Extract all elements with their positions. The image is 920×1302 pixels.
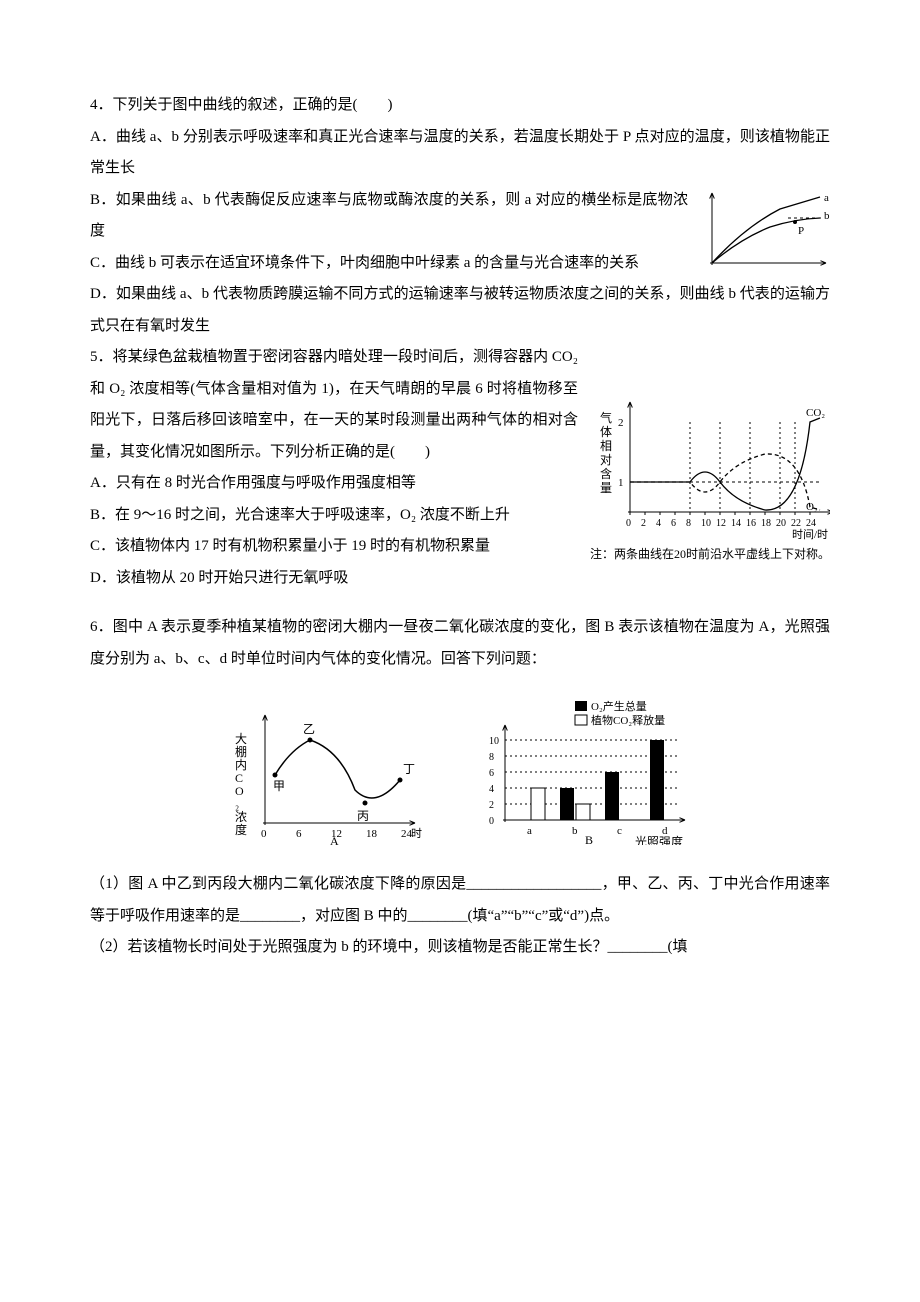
svg-text:P: P xyxy=(798,225,804,237)
svg-text:2: 2 xyxy=(618,417,624,429)
q6-figA: 大棚内CO₂浓度06121824时A甲乙丙丁 xyxy=(225,695,425,845)
svg-text:浓: 浓 xyxy=(235,810,247,824)
svg-text:6: 6 xyxy=(489,768,494,779)
svg-text:度: 度 xyxy=(235,822,247,837)
svg-text:14: 14 xyxy=(731,518,741,529)
svg-text:8: 8 xyxy=(489,752,494,763)
svg-text:含: 含 xyxy=(600,466,612,481)
svg-text:丙: 丙 xyxy=(357,809,369,823)
q4-stem: 4．下列关于图中曲线的叙述，正确的是( ) xyxy=(90,90,830,122)
svg-text:12: 12 xyxy=(716,518,726,529)
svg-text:对: 对 xyxy=(600,453,612,467)
svg-text:时: 时 xyxy=(411,827,422,840)
svg-text:b: b xyxy=(824,210,830,222)
q4-optA: A．曲线 a、b 分别表示呼吸速率和真正光合速率与温度的关系，若温度长期处于 P… xyxy=(90,129,830,177)
q6-part1: （1）图 A 中乙到丙段大棚内二氧化碳浓度下降的原因是_____________… xyxy=(90,869,830,932)
svg-text:乙: 乙 xyxy=(303,722,315,736)
svg-text:20: 20 xyxy=(776,518,786,529)
q4-optD: D．如果曲线 a、b 代表物质跨膜运输不同方式的运输速率与被转运物质浓度之间的关… xyxy=(90,279,830,342)
svg-text:18: 18 xyxy=(761,518,771,529)
svg-text:量: 量 xyxy=(600,481,612,495)
svg-text:棚: 棚 xyxy=(235,744,247,759)
svg-text:0: 0 xyxy=(626,518,631,529)
svg-text:24: 24 xyxy=(806,518,816,529)
svg-text:10: 10 xyxy=(489,736,499,747)
svg-text:22: 22 xyxy=(791,518,801,529)
q6-stem: 6．图中 A 表示夏季种植某植物的密闭大棚内一昼夜二氧化碳浓度的变化，图 B 表… xyxy=(90,612,830,675)
svg-text:0: 0 xyxy=(489,816,494,827)
svg-text:大: 大 xyxy=(235,732,247,746)
svg-text:B: B xyxy=(585,833,593,845)
q5-figure: 气体相对含量12024681012141618202224时间/时CO₂O₂ 注… xyxy=(590,382,830,567)
svg-text:c: c xyxy=(617,825,622,837)
svg-text:光照强度: 光照强度 xyxy=(635,834,683,845)
svg-text:C: C xyxy=(235,771,243,785)
svg-text:O₂产生总量: O₂产生总量 xyxy=(591,699,647,713)
svg-text:2: 2 xyxy=(641,518,646,529)
svg-text:气: 气 xyxy=(600,410,612,425)
svg-text:时间/时: 时间/时 xyxy=(792,528,828,541)
svg-text:4: 4 xyxy=(656,518,661,529)
q4-figure: ab P xyxy=(700,189,830,275)
svg-text:O: O xyxy=(235,784,244,798)
svg-text:甲: 甲 xyxy=(273,779,285,793)
svg-text:4: 4 xyxy=(489,784,494,795)
q6-part2: （2）若该植物长时间处于光照强度为 b 的环境中，则该植物是否能正常生长？___… xyxy=(90,932,830,964)
svg-text:6: 6 xyxy=(296,828,302,840)
svg-text:相: 相 xyxy=(600,439,612,453)
svg-text:b: b xyxy=(572,825,578,837)
svg-text:1: 1 xyxy=(618,477,624,489)
svg-text:丁: 丁 xyxy=(403,762,415,776)
q6-figures: 大棚内CO₂浓度06121824时A甲乙丙丁 O₂产生总量植物CO₂释放量024… xyxy=(90,695,830,845)
q5-figure-note: 注：两条曲线在20时前沿水平虚线上下对称。 xyxy=(590,542,830,567)
svg-text:18: 18 xyxy=(366,828,378,840)
q4-optA-line1: A．曲线 a、b 分别表示呼吸速率和真正光合速率与温度的关系，若温度长期处于 P… xyxy=(90,122,830,185)
svg-text:16: 16 xyxy=(746,518,756,529)
svg-text:植物CO₂释放量: 植物CO₂释放量 xyxy=(591,713,665,727)
svg-text:0: 0 xyxy=(261,828,267,840)
svg-text:a: a xyxy=(527,825,532,837)
q6-figB: O₂产生总量植物CO₂释放量0246810abcd光照强度B xyxy=(465,695,695,845)
svg-text:O₂: O₂ xyxy=(806,501,818,513)
svg-text:10: 10 xyxy=(701,518,711,529)
svg-text:₂: ₂ xyxy=(235,797,239,811)
svg-text:2: 2 xyxy=(489,800,494,811)
svg-text:A: A xyxy=(330,834,339,845)
svg-text:6: 6 xyxy=(671,518,676,529)
svg-text:体: 体 xyxy=(600,425,612,439)
svg-text:a: a xyxy=(824,192,829,204)
svg-text:内: 内 xyxy=(235,758,247,772)
svg-text:8: 8 xyxy=(686,518,691,529)
q5-optD: D．该植物从 20 时开始只进行无氧呼吸 xyxy=(90,563,830,595)
svg-text:CO₂: CO₂ xyxy=(806,407,825,419)
